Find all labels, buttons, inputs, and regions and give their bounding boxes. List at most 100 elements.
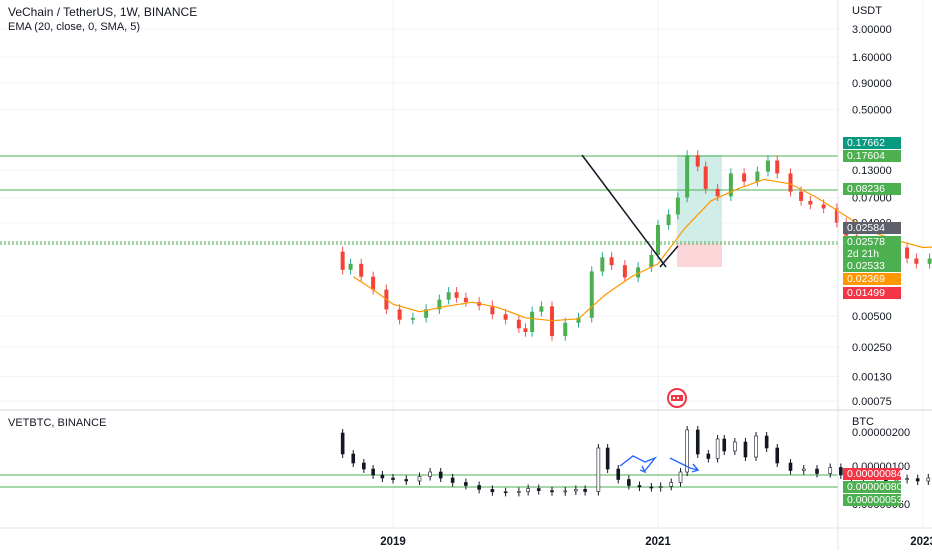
candle-body [340, 251, 345, 270]
vetbtc-body [574, 489, 578, 492]
candle-body [609, 257, 614, 266]
candle-body [576, 317, 581, 323]
lower-price-tag: 0.00000053 [843, 494, 902, 506]
vetbtc-body [678, 471, 683, 483]
main-legend[interactable]: VeChain / TetherUS, 1W, BINANCE EMA (20,… [8, 5, 197, 35]
vetbtc-body [536, 488, 541, 491]
candle-body [775, 160, 780, 174]
price-tick: 0.00250 [852, 342, 892, 354]
price-tag: 0.17604 [843, 150, 901, 162]
price-tag: 2d 21h [843, 248, 901, 260]
vetbtc-body [905, 478, 909, 480]
stop-zone [677, 243, 722, 267]
vetbtc-body [526, 488, 530, 492]
vetbtc-body [340, 432, 345, 455]
candle-body [454, 292, 459, 298]
candle-body [703, 166, 708, 189]
indicator-label: EMA (20, close, 0, SMA, 5) [8, 21, 141, 33]
time-tick: 2023 [910, 536, 932, 548]
vetbtc-body [605, 447, 610, 470]
candle-body [636, 267, 641, 278]
candle-body [728, 173, 733, 197]
price-tag: 0.02584 [843, 222, 901, 234]
price-tick: 0.13000 [852, 165, 892, 177]
arrow-head-1 [639, 465, 647, 474]
time-tick: 2019 [380, 536, 406, 548]
vetbtc-body [637, 485, 642, 488]
candle-body [371, 276, 376, 290]
symbol-title: VeChain / TetherUS, 1W, BINANCE [8, 5, 198, 19]
candle-body [799, 191, 804, 201]
price-unit-label: USDT [852, 5, 882, 17]
candle-body [539, 306, 544, 312]
vetbtc-body [417, 476, 422, 482]
candle-body [348, 263, 353, 270]
price-tag: 0.02533 [843, 260, 901, 272]
candle-body [755, 171, 760, 182]
vetbtc-body [764, 435, 769, 449]
vetbtc-body [839, 467, 843, 476]
vetbtc-body [464, 482, 468, 486]
candle-body [905, 247, 910, 259]
candle-body [490, 305, 495, 315]
candle-body [622, 265, 627, 278]
trendline-down[interactable] [581, 154, 667, 268]
candle-body [765, 160, 770, 172]
candle-body [359, 263, 364, 277]
vetbtc-body [563, 490, 568, 493]
arrow-drawing-2[interactable] [669, 457, 699, 471]
vetbtc-body [450, 477, 455, 483]
vetbtc-body [733, 441, 737, 452]
vetbtc-candles [340, 426, 931, 497]
candle-body [927, 258, 932, 264]
price-tick: 0.00130 [852, 371, 892, 383]
candle-body [600, 257, 605, 272]
time-axis[interactable]: 2019202120232025 [380, 536, 932, 548]
vetbtc-body [362, 462, 366, 470]
candle-body [424, 309, 429, 318]
vetbtc-body [477, 485, 481, 490]
candle-body [685, 155, 690, 198]
price-tick: 3.00000 [852, 24, 892, 36]
vetbtc-body [517, 491, 521, 493]
vetbtc-body [743, 441, 748, 458]
vetbtc-body [649, 486, 654, 489]
vetbtc-body [706, 453, 711, 459]
candle-body [516, 319, 521, 329]
price-tag: 0.02578 [843, 236, 901, 248]
vetbtc-body [695, 429, 700, 455]
candle-body [914, 258, 919, 264]
vetbtc-body [438, 471, 443, 479]
vetbtc-body [627, 479, 631, 486]
candle-body [656, 225, 660, 255]
drawn-arrows[interactable] [619, 455, 700, 474]
vetbtc-body [658, 486, 663, 488]
candle-body [715, 188, 720, 197]
exchange-logo-icon [667, 388, 687, 408]
candle-body [666, 214, 671, 226]
trendline-up[interactable] [659, 245, 679, 268]
candle-body [523, 328, 528, 333]
position-zones [677, 155, 722, 267]
candle-body [675, 197, 680, 215]
price-tag: 0.08236 [843, 183, 901, 195]
vetbtc-body [391, 477, 395, 480]
price-tick: 0.07000 [852, 193, 892, 205]
candle-body [463, 297, 468, 303]
vetbtc-body [926, 477, 931, 482]
candle-body [695, 155, 700, 167]
vetbtc-body [596, 447, 601, 492]
candle-body [742, 173, 747, 182]
vetbtc-body [583, 489, 587, 492]
price-tick: 0.00500 [852, 311, 892, 323]
candle-body [563, 322, 568, 337]
arrow-drawing-1[interactable] [619, 455, 658, 473]
vetbtc-body [828, 467, 833, 474]
grid-lines [0, 0, 924, 528]
vetbtc-body [404, 479, 409, 482]
vetbtc-body [722, 438, 727, 452]
candle-body [397, 309, 402, 320]
candle-body [410, 317, 415, 320]
